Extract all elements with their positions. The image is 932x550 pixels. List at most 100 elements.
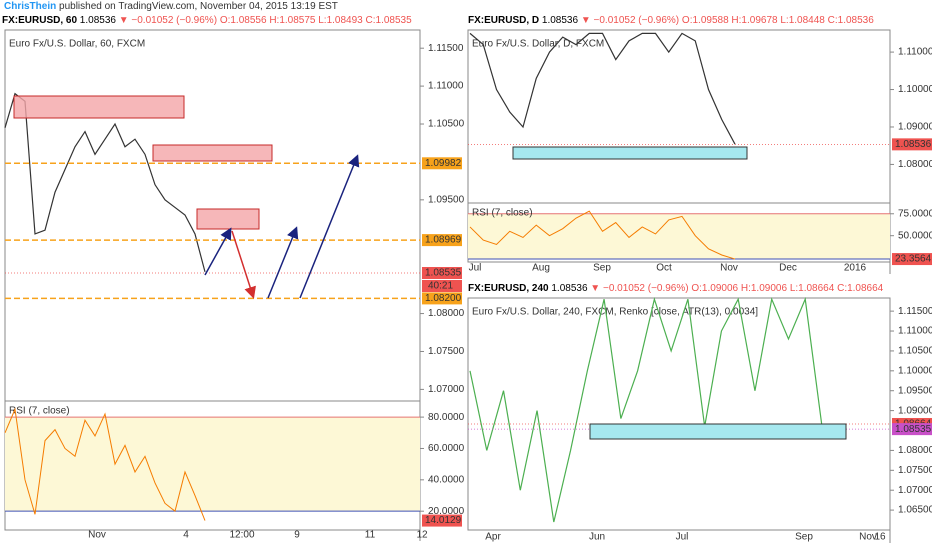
change: ▼ −0.01052 (−0.96%) [581,15,679,26]
price-tag-label: 1.08969 [425,235,462,246]
y-tick-label: 1.10500 [898,346,932,357]
panel-header: FX:EURUSD, 240 1.08536 ▼ −0.01052 (−0.96… [468,283,884,294]
y-tick-label: 1.11000 [898,326,932,337]
demand-zone [589,423,847,440]
y-tick-label: 80.0000 [428,412,465,423]
ohlc: L:1.08493 [318,15,363,26]
supply-zone [152,144,273,162]
ohlc: C:1.08535 [366,15,413,26]
price-tag-label: 1.08535 [895,424,932,435]
y-tick-label: 1.11000 [898,47,932,58]
x-tick-label: 4 [183,530,189,541]
x-tick-label: 11 [365,530,376,541]
last-price: 1.08536 [80,15,117,26]
panel-title: Euro Fx/U.S. Dollar, 60, FXCM [9,39,145,50]
last-price: 1.08536 [551,283,588,294]
y-tick-label: 1.10500 [428,119,465,130]
x-tick-label: Aug [532,263,550,274]
y-tick-label: 1.08000 [898,159,932,170]
y-tick-label: 1.10000 [898,365,932,376]
rsi-line [469,210,736,260]
price-tag [422,267,462,280]
header: ChrisThein published on TradingView.com,… [4,1,338,12]
panel-header: FX:EURUSD, 60 1.08536 ▼ −0.01052 (−0.96%… [2,15,412,26]
y-tick-label: 1.07500 [898,465,932,476]
x-tick-label: Jul [676,532,689,543]
supply-zone [196,208,260,230]
price-tag-label: 1.08535 [425,268,462,279]
y-tick-label: 1.11000 [428,81,464,92]
x-tick-label: 2016 [844,263,867,274]
price-tag [892,138,932,151]
ohlc: H:1.09678 [731,15,778,26]
demand-zone [512,146,748,160]
projection-arrow [299,154,360,299]
x-tick-label: Jul [469,263,482,274]
symbol: FX:EURUSD, D [468,15,539,26]
y-tick-label: 1.08000 [428,308,465,319]
y-tick-label: 1.08000 [898,445,932,456]
price-tag [892,423,932,436]
price-tag [422,157,462,170]
y-tick-label: 50.0000 [898,230,932,241]
rsi-band [468,213,890,260]
change: ▼ −0.01052 (−0.96%) [119,15,217,26]
last-price: 1.08536 [542,15,579,26]
price-tag-label: 1.08536 [895,139,932,150]
x-tick-label: Dec [779,263,797,274]
rsi-band [5,417,420,512]
y-tick-label: 1.09500 [898,385,932,396]
symbol: FX:EURUSD, 60 [2,15,77,26]
price-line [4,92,206,273]
rsi-line [4,407,206,521]
ohlc: O:1.09006 [691,283,738,294]
symbol: FX:EURUSD, 240 [468,283,549,294]
y-tick-label: 40.0000 [428,474,465,485]
countdown: 40:21 [428,281,453,292]
x-tick-label: 12 [416,530,428,541]
x-tick-label: Sep [593,263,611,274]
countdown-box [422,280,462,293]
ohlc: H:1.09006 [741,283,788,294]
x-tick-label: Jun [589,532,605,543]
ohlc: H:1.08575 [269,15,316,26]
projection-arrow [204,227,232,276]
price-tag [422,234,462,247]
x-tick-label: Oct [656,263,672,274]
x-tick-label: Nov [720,263,738,274]
y-tick-label: 1.06500 [898,505,932,516]
price-line [469,32,736,145]
x-tick-label: Sep [795,532,813,543]
ohlc: O:1.08556 [220,15,267,26]
ohlc: L:1.08448 [780,15,825,26]
ohlc: L:1.08664 [790,283,835,294]
supply-zone [13,95,185,119]
header-text: published on TradingView.com, November 0… [59,1,338,12]
author[interactable]: ChrisThein [4,1,56,12]
rsi-tag-label: 23.3564 [895,254,932,265]
y-tick-label: 1.10000 [898,84,932,95]
y-tick-label: 1.11500 [428,43,464,54]
price-tag-label: 1.08200 [425,293,462,304]
y-tick-label: 1.09500 [428,194,465,205]
y-tick-label: 1.07000 [898,485,932,496]
x-tick-label: 9 [294,530,300,541]
rsi-tag [892,253,932,266]
price-tag [422,292,462,305]
change: ▼ −0.01052 (−0.96%) [590,283,688,294]
y-tick-label: 60.0000 [428,443,465,454]
rsi-title: RSI (7, close) [9,406,70,417]
price-tag-label: 1.09982 [425,158,462,169]
y-tick-label: 75.0000 [898,208,932,219]
ohlc: C:1.08664 [837,283,884,294]
rsi-tag [422,514,462,527]
panel-title: Euro Fx/U.S. Dollar, 240, FXCM, Renko [c… [472,307,758,318]
x-tick-label: 16 [874,532,886,543]
y-tick-label: 1.09000 [898,405,932,416]
panel-title: Euro Fx/U.S. Dollar, D, FXCM [472,39,604,50]
y-tick-label: 1.07000 [428,384,465,395]
x-tick-label: 12:00 [229,530,254,541]
projection-arrow [231,230,256,299]
rsi-tag-label: 14.0129 [425,515,462,526]
ohlc: O:1.09588 [682,15,729,26]
